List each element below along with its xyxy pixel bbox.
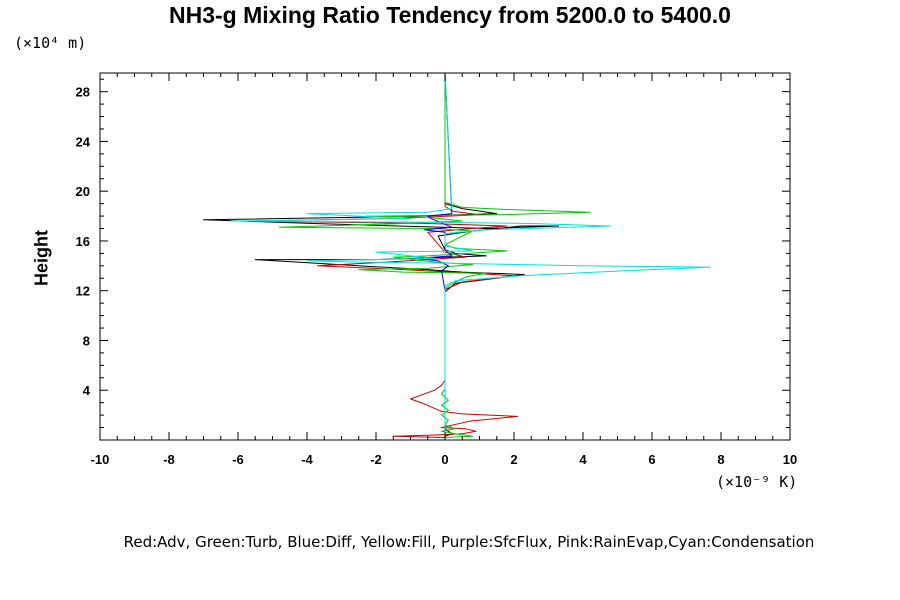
y-axis-unit: (×10⁴ m) <box>14 34 87 52</box>
x-tick-label: -10 <box>91 452 110 467</box>
x-tick-label: 6 <box>648 452 655 467</box>
y-tick-label: 20 <box>76 184 90 199</box>
chart-title: NH3-g Mixing Ratio Tendency from 5200.0 … <box>169 2 731 28</box>
x-tick-label: 0 <box>441 452 448 467</box>
y-tick-label: 16 <box>76 234 90 249</box>
x-tick-label: 4 <box>579 452 587 467</box>
series-line-3 <box>416 72 453 437</box>
y-tick-label: 4 <box>83 383 91 398</box>
series-line-0 <box>203 73 560 437</box>
plot-frame <box>99 72 791 441</box>
y-tick-label: 28 <box>76 85 90 100</box>
x-tick-label: -6 <box>232 452 244 467</box>
series-layer <box>203 72 712 438</box>
x-tick-label: 10 <box>783 452 797 467</box>
series-line-1 <box>247 73 518 438</box>
y-tick-label: 12 <box>76 284 90 299</box>
y-tick-label: 24 <box>76 134 91 149</box>
x-tick-label: -8 <box>163 452 175 467</box>
x-axis-unit: (×10⁻⁹ K) <box>716 473 798 491</box>
y-tick-label: 8 <box>83 333 90 348</box>
series-line-2 <box>278 73 591 438</box>
x-tick-label: -4 <box>301 452 313 467</box>
x-tick-label: 8 <box>717 452 724 467</box>
x-tick-label: -2 <box>370 452 382 467</box>
legend-text: Red:Adv, Green:Turb, Blue:Diff, Yellow:F… <box>123 533 815 551</box>
series-line-4 <box>230 72 712 438</box>
x-tick-label: 2 <box>510 452 517 467</box>
